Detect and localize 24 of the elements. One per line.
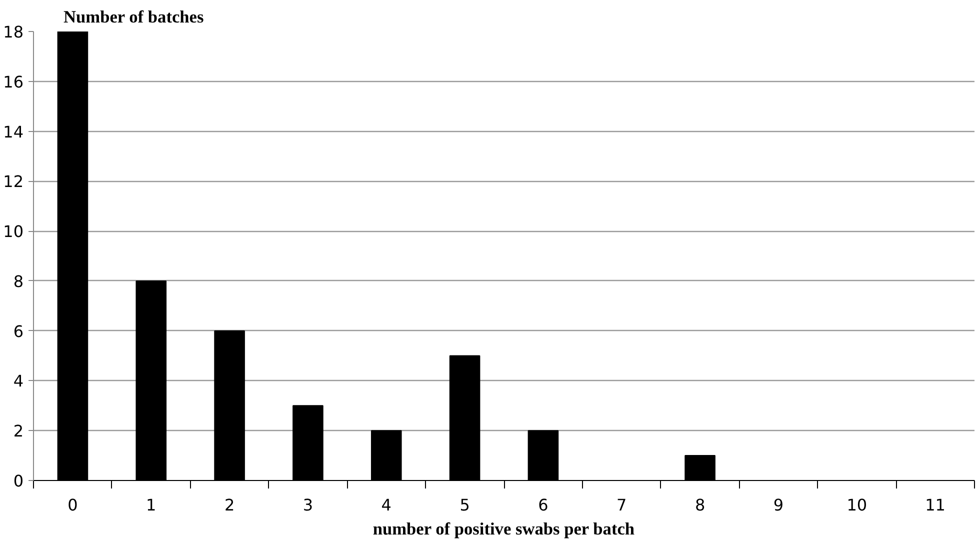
- y-tick-label: 16: [3, 72, 24, 92]
- y-tick-label: 8: [13, 272, 24, 291]
- y-tick-label: 6: [13, 322, 24, 341]
- y-tick-label: 14: [3, 122, 24, 142]
- y-tick-label: 2: [13, 422, 24, 441]
- y-tick-label: 10: [3, 222, 24, 242]
- x-tick-label: 11: [925, 496, 946, 514]
- y-tick-label: 0: [13, 472, 24, 490]
- x-tick-label: 5: [460, 496, 470, 514]
- x-axis-title: number of positive swabs per batch: [372, 520, 635, 538]
- x-tick-label: 3: [302, 496, 314, 514]
- x-tick-label: 4: [381, 496, 392, 514]
- x-tick-label: 9: [773, 496, 784, 514]
- x-tick-label: 2: [224, 496, 235, 514]
- y-tick-label: 12: [3, 172, 24, 192]
- y-tick-label: 18: [3, 22, 24, 42]
- y-axis-title: Number of batches: [64, 8, 204, 26]
- x-tick-label: 6: [538, 496, 548, 514]
- y-tick-label: 4: [13, 372, 24, 391]
- x-tick-label: 1: [146, 496, 156, 514]
- x-tick-label: 0: [68, 496, 78, 514]
- x-tick-label: 7: [616, 496, 627, 514]
- x-tick-label: 8: [694, 496, 706, 514]
- x-tick-label: 10: [846, 496, 868, 514]
